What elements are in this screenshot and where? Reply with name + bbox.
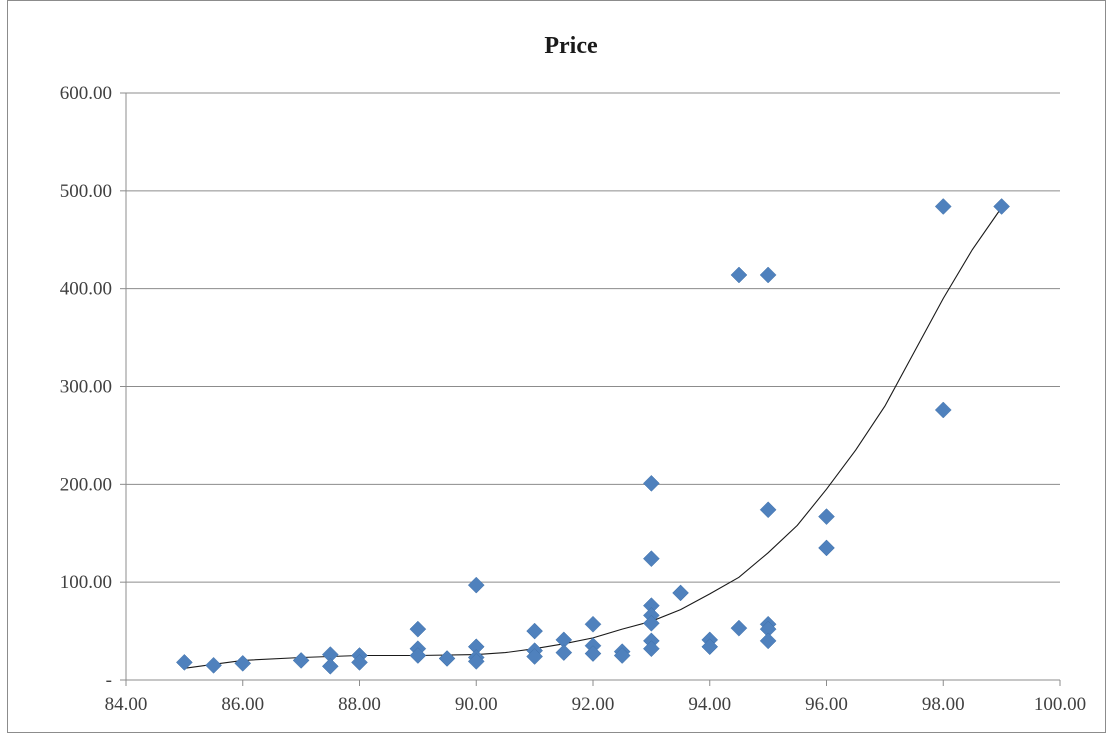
data-point bbox=[643, 640, 660, 658]
data-point bbox=[584, 615, 602, 633]
data-point bbox=[701, 638, 719, 656]
x-tick-label: 100.00 bbox=[1034, 694, 1086, 715]
data-point bbox=[993, 198, 1010, 215]
y-tick-label: 600.00 bbox=[60, 83, 112, 104]
data-point bbox=[526, 622, 543, 640]
y-tick-label: 100.00 bbox=[60, 572, 112, 593]
data-point bbox=[321, 657, 339, 675]
data-point bbox=[409, 647, 427, 664]
data-point bbox=[292, 652, 310, 669]
data-point bbox=[409, 620, 427, 638]
data-point bbox=[176, 654, 193, 671]
y-tick-label: 200.00 bbox=[60, 474, 112, 495]
data-point bbox=[584, 645, 602, 662]
x-tick-label: 94.00 bbox=[688, 694, 731, 715]
x-tick-label: 84.00 bbox=[105, 694, 148, 715]
data-point bbox=[205, 656, 222, 674]
data-point bbox=[934, 401, 952, 419]
data-point bbox=[555, 644, 573, 661]
data-point bbox=[613, 647, 631, 664]
data-point bbox=[818, 539, 835, 557]
data-point bbox=[467, 576, 485, 594]
x-tick-label: 92.00 bbox=[572, 694, 615, 715]
y-tick-label: 400.00 bbox=[60, 279, 112, 300]
data-point bbox=[759, 501, 777, 519]
data-point bbox=[759, 266, 777, 284]
y-tick-label: 500.00 bbox=[60, 181, 112, 202]
data-point bbox=[818, 508, 835, 525]
data-point bbox=[234, 655, 252, 672]
data-point bbox=[643, 614, 660, 632]
data-point bbox=[934, 198, 952, 215]
data-point bbox=[643, 550, 660, 568]
data-point bbox=[351, 654, 368, 671]
y-tick-label: 300.00 bbox=[60, 377, 112, 398]
y-tick-label: - bbox=[106, 670, 112, 691]
x-tick-label: 98.00 bbox=[922, 694, 965, 715]
x-tick-label: 86.00 bbox=[221, 694, 264, 715]
data-point bbox=[467, 653, 485, 670]
x-tick-label: 90.00 bbox=[455, 694, 498, 715]
data-point bbox=[672, 584, 689, 602]
chart-title: Price bbox=[544, 33, 598, 59]
data-point bbox=[759, 632, 777, 650]
x-tick-label: 88.00 bbox=[338, 694, 381, 715]
data-point bbox=[730, 266, 748, 284]
trendline bbox=[184, 207, 1003, 669]
x-tick-label: 96.00 bbox=[805, 694, 848, 715]
data-point bbox=[643, 475, 660, 492]
scatter-chart: Price - 100.00 200.00 300.00 400.00 500.00 600… bbox=[60, 33, 1086, 715]
data-point bbox=[438, 650, 456, 667]
chart-frame: Price - 100.00 200.00 300.00 400.00 500.00 600… bbox=[7, 0, 1106, 733]
data-point bbox=[526, 648, 543, 665]
data-point bbox=[730, 619, 748, 637]
